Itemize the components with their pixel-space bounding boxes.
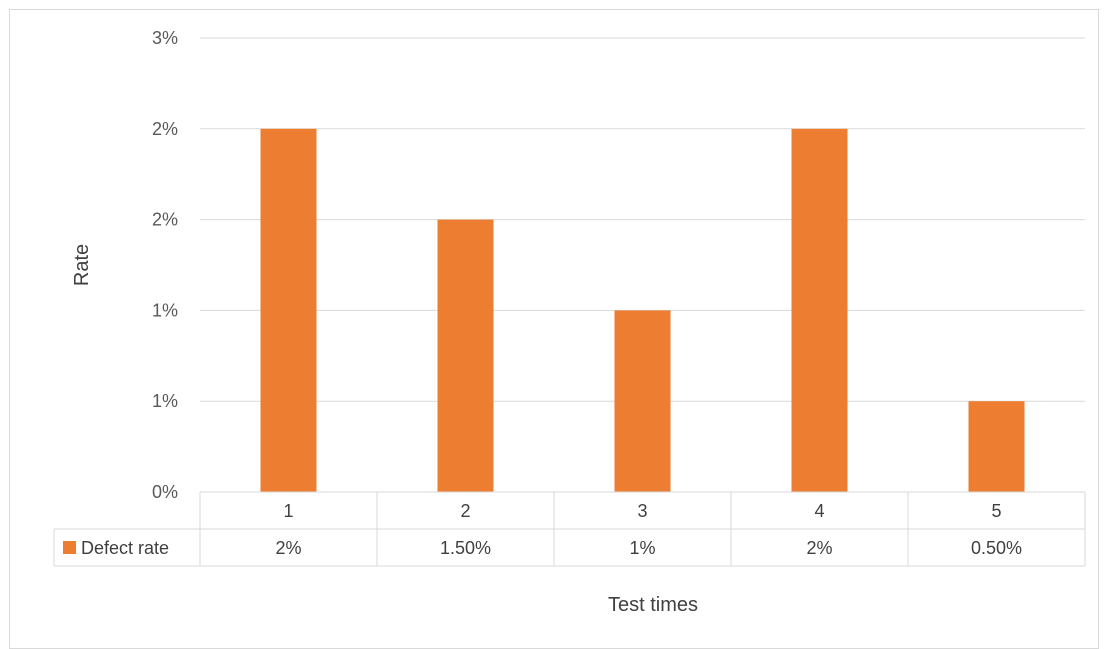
bar <box>260 128 317 493</box>
y-axis-tick-labels: 0% 1% 1% 2% 2% 3% <box>152 28 178 502</box>
bar <box>791 128 848 493</box>
x-category-label: 3 <box>637 501 647 521</box>
x-category-label: 4 <box>814 501 824 521</box>
y-axis-title: Rate <box>71 244 93 286</box>
bar <box>968 401 1025 492</box>
gridlines <box>200 37 1085 402</box>
y-tick-label: 0% <box>152 482 178 502</box>
series-name: Defect rate <box>81 538 169 558</box>
data-table-value: 2% <box>275 538 301 558</box>
x-axis-title: Test times <box>608 594 698 616</box>
y-tick-label: 2% <box>152 210 178 230</box>
x-category-label: 1 <box>283 501 293 521</box>
y-tick-label: 2% <box>152 119 178 139</box>
x-category-label: 2 <box>460 501 470 521</box>
data-table-value: 1% <box>629 538 655 558</box>
y-tick-label: 1% <box>152 391 178 411</box>
y-tick-label: 3% <box>152 28 178 48</box>
x-category-label: 5 <box>991 501 1001 521</box>
data-table-value: 2% <box>806 538 832 558</box>
data-table: 1 2 3 4 5 Defect rate 2% 1.50% 1% 2% 0.50% <box>53 491 1086 567</box>
bar <box>437 219 494 492</box>
y-tick-label: 1% <box>152 300 178 320</box>
chart-area: 0% 1% 1% 2% 2% 3% 1 2 3 4 5 Defect rate 2% 1.50% 1% 2%… <box>9 9 1099 649</box>
data-table-value: 1.50% <box>440 538 491 558</box>
legend-swatch <box>63 541 76 554</box>
bar <box>614 310 671 492</box>
data-table-value: 0.50% <box>971 538 1022 558</box>
bar-chart: 0% 1% 1% 2% 2% 3% 1 2 3 4 5 Defect rate 2% 1.50% 1% 2%… <box>53 28 1086 616</box>
bars <box>260 128 1025 493</box>
